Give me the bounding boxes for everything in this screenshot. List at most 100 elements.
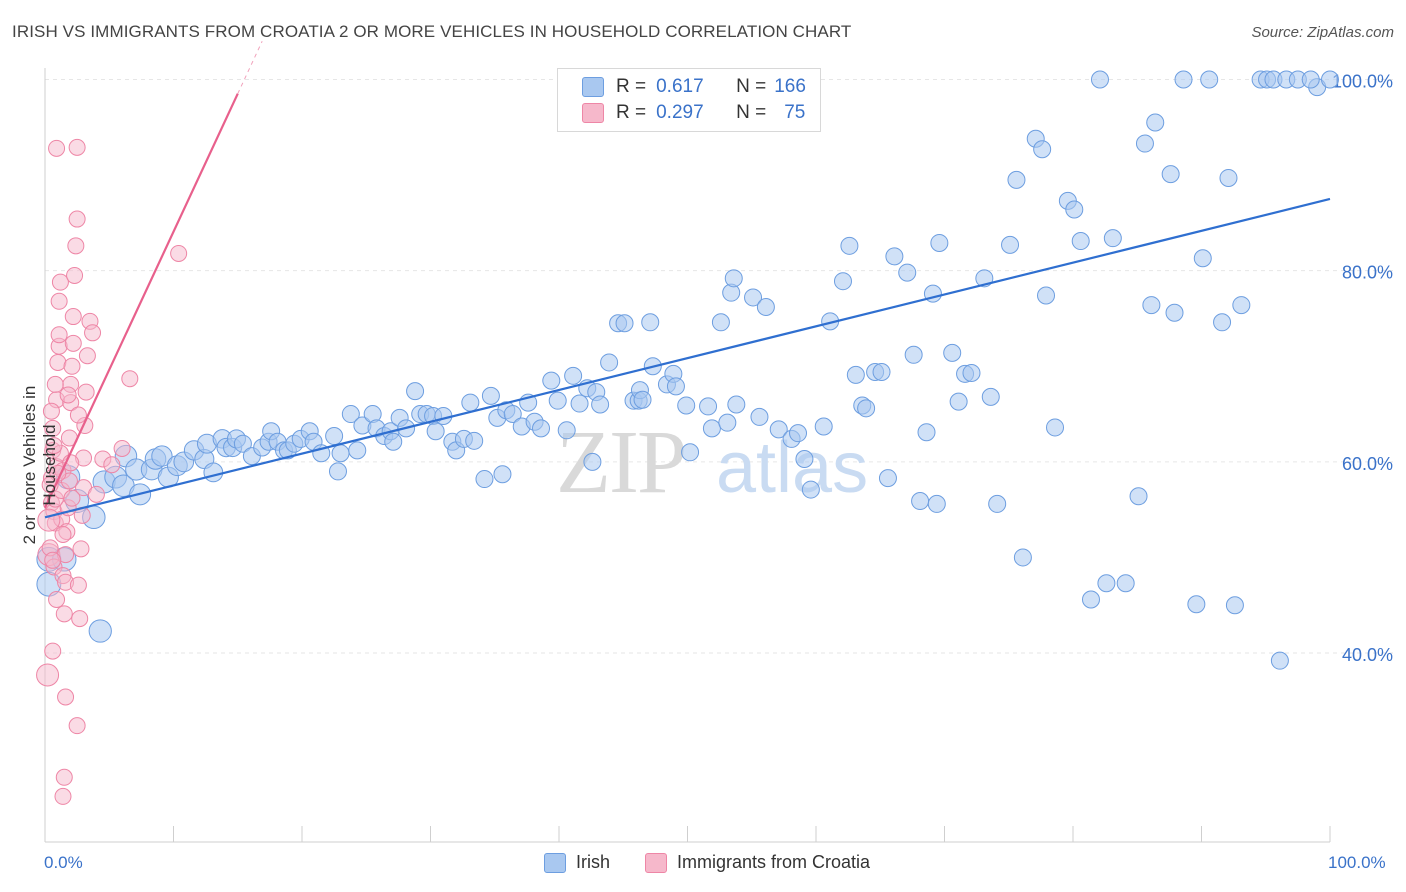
irish-point xyxy=(727,395,746,414)
irish-point xyxy=(885,247,904,266)
x-tick-label-min: 0.0% xyxy=(44,853,83,872)
irish-point xyxy=(1046,418,1065,437)
y-tick-label: 100.0% xyxy=(1332,72,1393,92)
irish-point xyxy=(641,313,660,332)
irish-point xyxy=(911,492,930,511)
irish-point xyxy=(917,423,936,442)
croatia-point xyxy=(66,266,84,284)
croatia-point xyxy=(64,334,82,352)
croatia-point xyxy=(36,663,60,687)
irish-point xyxy=(789,424,808,443)
croatia-trend-line xyxy=(44,93,239,509)
irish-point xyxy=(503,405,522,424)
irish-point xyxy=(1065,200,1084,219)
croatia-point xyxy=(64,308,82,326)
croatia-point xyxy=(44,642,62,660)
croatia-point xyxy=(113,439,131,457)
croatia-point xyxy=(45,437,63,455)
croatia-point xyxy=(67,237,85,255)
croatia-point xyxy=(68,138,86,156)
y-axis-label: 2 or more Vehicles in Household xyxy=(20,385,59,545)
irish-point xyxy=(461,393,480,412)
irish-point xyxy=(930,233,949,252)
irish-point xyxy=(949,392,968,411)
irish-point xyxy=(465,431,484,450)
irish-point xyxy=(1219,168,1238,187)
croatia-point xyxy=(68,210,86,228)
irish-point xyxy=(1097,574,1116,593)
irish-point xyxy=(1232,296,1251,315)
croatia-point xyxy=(170,244,188,262)
irish-point xyxy=(406,382,425,401)
legend-n-label: N = xyxy=(736,102,767,123)
chart-title: IRISH VS IMMIGRANTS FROM CROATIA 2 OR MO… xyxy=(12,22,852,41)
irish-point xyxy=(1081,590,1100,609)
irish-point xyxy=(795,449,814,468)
croatia-point xyxy=(48,590,66,608)
irish-point xyxy=(756,297,775,316)
croatia-point xyxy=(51,273,69,291)
irish-point xyxy=(88,619,112,643)
irish-legend-icon xyxy=(544,852,566,873)
irish-point xyxy=(943,343,962,362)
irish-point xyxy=(1135,134,1154,153)
irish-point xyxy=(1103,229,1122,248)
irish-point xyxy=(1187,595,1206,614)
irish-point xyxy=(744,288,763,307)
irish-point xyxy=(331,444,350,463)
irish-point xyxy=(1071,232,1090,251)
croatia-point xyxy=(78,347,96,365)
legend-r-value-croatia: 0.297 xyxy=(656,102,704,123)
croatia-point xyxy=(50,292,68,310)
y-tick-label: 80.0% xyxy=(1342,263,1393,283)
irish-point xyxy=(702,419,721,438)
irish-point xyxy=(750,407,769,426)
irish-point xyxy=(1301,70,1320,89)
irish-point xyxy=(481,386,500,405)
irish-point xyxy=(341,405,360,424)
irish-point xyxy=(711,313,730,332)
y-tick-label: 60.0% xyxy=(1342,454,1393,474)
irish-point xyxy=(1033,140,1052,159)
legend-r-value-irish: 0.617 xyxy=(656,76,704,97)
irish-point xyxy=(1161,165,1180,184)
croatia-point xyxy=(57,688,75,706)
bottom-legend-croatia: Immigrants from Croatia xyxy=(645,852,870,873)
irish-point xyxy=(898,263,917,282)
croatia-point xyxy=(69,406,87,424)
irish-point xyxy=(1013,548,1032,567)
irish-point xyxy=(384,432,403,451)
irish-point xyxy=(583,452,602,471)
irish-point xyxy=(1321,70,1339,89)
irish-point xyxy=(328,462,347,481)
irish-point xyxy=(203,462,224,483)
irish-point xyxy=(475,470,494,489)
irish-point xyxy=(718,413,737,432)
watermark-zip: ZIP xyxy=(556,413,685,512)
croatia-point xyxy=(68,717,86,735)
croatia-point xyxy=(121,370,139,388)
irish-trend-line xyxy=(44,197,1331,519)
irish-point xyxy=(570,394,589,413)
irish-point xyxy=(548,391,567,410)
irish-point xyxy=(724,269,743,288)
irish-point xyxy=(1007,170,1026,189)
irish-point xyxy=(348,441,367,460)
croatia-point xyxy=(71,610,89,628)
irish-point xyxy=(1001,235,1020,254)
legend-n-label: N = xyxy=(736,76,767,97)
irish-point xyxy=(1037,286,1056,305)
irish-point xyxy=(325,427,344,446)
irish-point xyxy=(633,390,652,409)
croatia-swatch-icon xyxy=(582,103,604,123)
irish-point xyxy=(591,395,610,414)
irish-point xyxy=(434,406,453,425)
irish-point xyxy=(542,371,561,390)
legend-row-irish: R = 0.617 N = 166 xyxy=(582,75,806,99)
x-tick-label-max: 100.0% xyxy=(1328,853,1386,872)
irish-point xyxy=(1146,113,1165,132)
irish-point xyxy=(681,443,700,462)
croatia-point xyxy=(50,326,68,344)
irish-point xyxy=(600,353,619,372)
